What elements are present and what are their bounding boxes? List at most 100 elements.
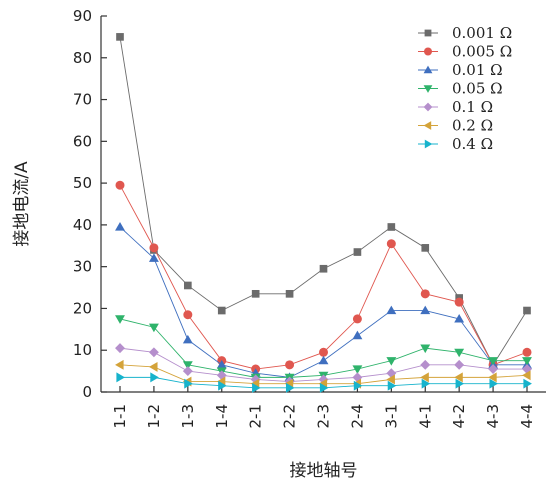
- data-point: [387, 380, 397, 391]
- data-point: [454, 313, 465, 323]
- data-point: [115, 180, 125, 190]
- data-point: [454, 372, 463, 383]
- data-point: [184, 281, 192, 290]
- data-point: [318, 355, 329, 365]
- y-tick-label: 50: [73, 174, 92, 192]
- data-point: [285, 289, 294, 298]
- series-6: [116, 372, 532, 393]
- y-tick-label: 60: [73, 132, 92, 150]
- data-point: [352, 314, 362, 324]
- data-point: [182, 334, 193, 344]
- data-point: [488, 357, 499, 366]
- x-tick-label: 1-4: [213, 404, 231, 429]
- x-tick-label: 2-4: [348, 404, 366, 429]
- legend-marker: [423, 121, 432, 130]
- data-point: [285, 382, 295, 393]
- legend-label: 0.2 Ω: [452, 117, 493, 135]
- data-point: [183, 310, 193, 320]
- data-point: [115, 343, 125, 354]
- legend-label: 0.01 Ω: [452, 61, 503, 79]
- data-point: [489, 378, 499, 389]
- data-point: [182, 366, 193, 377]
- data-point: [216, 370, 227, 381]
- legend-label: 0.1 Ω: [452, 98, 493, 116]
- data-point: [353, 248, 362, 256]
- legend: 0.001 Ω0.005 Ω0.01 Ω0.05 Ω0.1 Ω0.2 Ω0.4 …: [418, 24, 512, 153]
- y-tick-label: 30: [73, 258, 92, 276]
- legend-label: 0.05 Ω: [452, 80, 503, 98]
- data-point: [523, 378, 532, 389]
- data-point: [148, 323, 159, 333]
- legend-marker: [423, 85, 433, 93]
- data-point: [285, 360, 295, 370]
- data-point: [148, 361, 158, 372]
- data-point: [319, 382, 329, 393]
- y-tick-label: 90: [73, 7, 92, 25]
- data-point: [454, 297, 464, 307]
- data-point: [352, 330, 363, 340]
- axes: 0 10 20 30 40 50 60 70 80 90 1-1 1-2 1-3 1-4 2-1 2-2 2-3…: [73, 7, 546, 429]
- x-axis-title: 接地轴号: [290, 461, 358, 481]
- data-point: [115, 222, 125, 231]
- data-point: [455, 378, 465, 389]
- data-point: [148, 347, 159, 358]
- legend-marker: [424, 139, 433, 149]
- legend-marker: [424, 47, 432, 56]
- data-point: [488, 372, 497, 383]
- data-point: [420, 372, 429, 383]
- data-point: [386, 239, 396, 249]
- data-point: [216, 359, 227, 369]
- y-axis-title: 接地电流/A: [12, 161, 32, 247]
- legend-label: 0.005 Ω: [452, 43, 512, 61]
- y-tick-label: 70: [73, 91, 92, 109]
- y-tick-label: 40: [73, 216, 92, 234]
- x-tick-label: 1-2: [145, 404, 163, 429]
- legend-item: 0.4 Ω: [418, 135, 493, 153]
- x-tick-label: 4-2: [450, 404, 468, 429]
- data-point: [218, 380, 227, 391]
- legend-marker: [423, 65, 433, 74]
- legend-item: 0.1 Ω: [418, 98, 493, 116]
- x-tick-label: 2-2: [281, 404, 299, 429]
- data-point: [420, 305, 431, 315]
- data-point: [420, 289, 430, 299]
- y-tick-label: 80: [73, 49, 92, 67]
- data-point: [116, 33, 124, 41]
- legend-item: 0.01 Ω: [418, 61, 503, 79]
- data-point: [115, 359, 124, 370]
- legend-item: 0.005 Ω: [418, 43, 512, 61]
- data-point: [319, 347, 328, 357]
- data-point: [386, 374, 395, 385]
- x-tick-label: 4-1: [416, 404, 434, 429]
- legend-item: 0.001 Ω: [418, 24, 512, 42]
- data-point: [116, 372, 125, 383]
- data-point: [149, 243, 159, 253]
- data-point: [523, 306, 531, 315]
- series-1: [115, 180, 532, 374]
- legend-item: 0.05 Ω: [418, 80, 503, 98]
- data-point: [386, 357, 397, 366]
- x-tick-label: 1-1: [111, 404, 129, 429]
- legend-item: 0.2 Ω: [418, 117, 493, 135]
- data-point: [421, 244, 430, 252]
- data-point: [252, 382, 261, 393]
- data-point: [182, 361, 193, 370]
- legend-label: 0.001 Ω: [452, 24, 512, 42]
- y-tick-label: 10: [73, 341, 92, 359]
- x-tick-label: 4-3: [484, 404, 502, 429]
- data-point: [319, 264, 328, 273]
- data-point: [454, 348, 465, 358]
- legend-marker: [424, 29, 432, 37]
- data-point: [115, 315, 125, 324]
- data-point: [150, 372, 159, 383]
- series-layer: [115, 33, 532, 393]
- data-point: [184, 378, 193, 389]
- data-point: [148, 253, 159, 262]
- data-point: [217, 306, 226, 315]
- legend-label: 0.4 Ω: [452, 135, 493, 153]
- data-point: [454, 359, 465, 370]
- data-point: [522, 347, 532, 357]
- data-point: [522, 357, 532, 366]
- data-point: [421, 378, 431, 389]
